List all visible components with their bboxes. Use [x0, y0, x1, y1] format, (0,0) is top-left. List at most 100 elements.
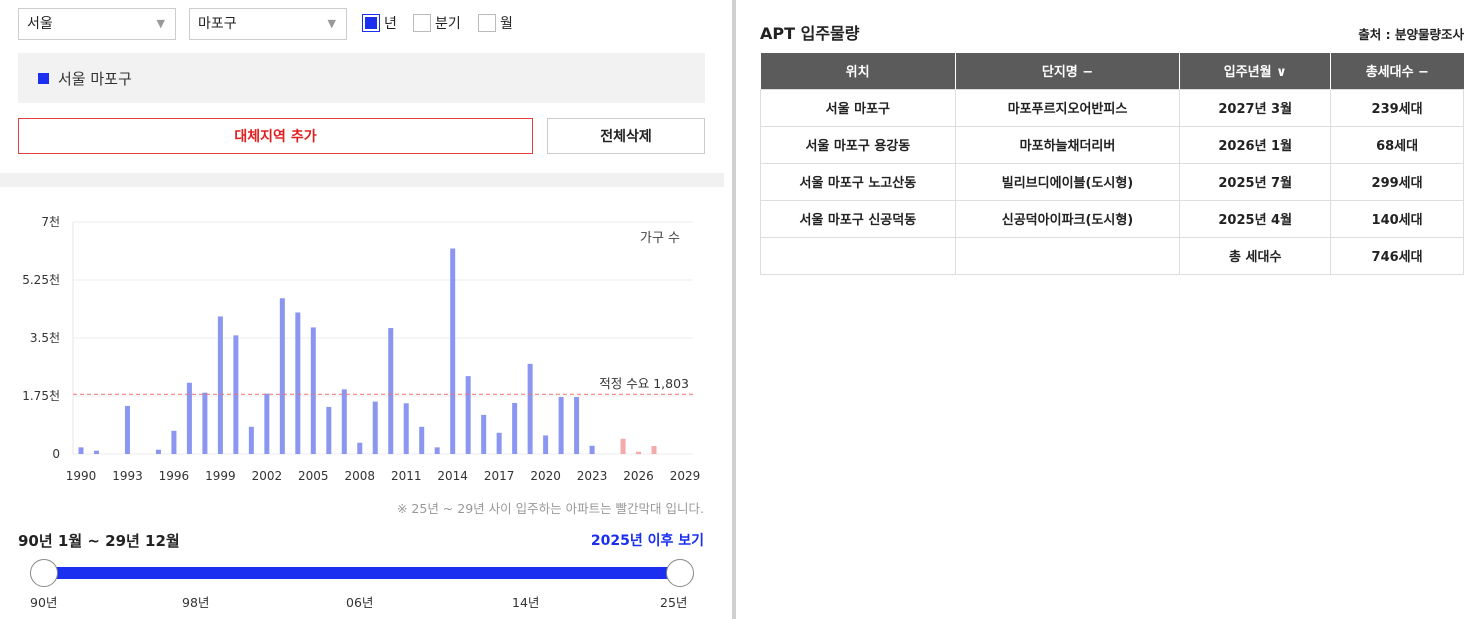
- period-year-option[interactable]: 년: [362, 12, 397, 34]
- range-label: 90년 1월 ~ 29년 12월: [18, 532, 180, 550]
- range-tick: 98년: [182, 595, 210, 610]
- chart-bar: [496, 432, 502, 454]
- delete-all-button[interactable]: 전체삭제: [547, 118, 705, 154]
- x-tick-label: 2011: [391, 469, 422, 483]
- cell-location: 서울 마포구 신공덕동: [760, 199, 956, 238]
- chart-bar: [651, 446, 657, 454]
- chart-bar: [357, 442, 363, 454]
- chart-note: ※ 25년 ~ 29년 사이 입주하는 아파트는 빨간막대 입니다.: [396, 501, 704, 516]
- col-complex-header[interactable]: 단지명 −: [955, 53, 1181, 89]
- x-tick-label: 1990: [66, 469, 97, 483]
- chart-bar: [419, 426, 425, 454]
- cell-location: 서울 마포구 노고산동: [760, 162, 956, 201]
- cell-households: 299세대: [1330, 162, 1464, 201]
- table-header-row: 위치 단지명 − 입주년월 ∨ 총세대수 −: [760, 53, 1464, 89]
- chart-bar: [78, 447, 84, 454]
- x-tick-label: 2017: [484, 469, 515, 483]
- cell-households: 140세대: [1330, 199, 1464, 238]
- cell-households: 68세대: [1330, 125, 1464, 164]
- col-move-in-header[interactable]: 입주년월 ∨: [1179, 53, 1332, 89]
- cell-complex: 마포하늘채더리버: [954, 125, 1181, 164]
- chart-bar: [388, 328, 394, 454]
- chart-bar: [450, 248, 456, 454]
- col-location-header: 위치: [760, 53, 956, 89]
- supply-table: 위치 단지명 − 입주년월 ∨ 총세대수 − 서울 마포구 마포푸르지오어반피스…: [760, 53, 1464, 275]
- chevron-down-icon: ▼: [156, 17, 165, 30]
- reference-line-label: 적정 수요 1,803: [599, 376, 689, 391]
- table-total-row: 총 세대수 746세대: [760, 236, 1464, 275]
- period-month-option[interactable]: 월: [478, 12, 513, 34]
- period-year-label: 년: [384, 16, 397, 32]
- region-color-swatch: [38, 72, 49, 84]
- chart-bar: [326, 406, 332, 454]
- x-tick-label: 2023: [577, 469, 608, 483]
- x-tick-label: 1993: [112, 469, 143, 483]
- col-households-header[interactable]: 총세대수 −: [1330, 53, 1464, 89]
- period-month-label: 월: [500, 16, 513, 32]
- section-divider: [0, 173, 724, 187]
- cell-move-in: 2025년 4월: [1179, 199, 1332, 238]
- range-tick: 14년: [512, 595, 540, 610]
- range-tick: 90년: [30, 595, 58, 610]
- selected-region-label: 서울 마포구: [58, 69, 132, 88]
- chart-bar: [186, 382, 192, 454]
- range-tick: 06년: [346, 595, 374, 610]
- chart-bar: [481, 414, 487, 454]
- chart-bar: [543, 435, 549, 454]
- chart-bar: [434, 447, 440, 454]
- y-tick-label: 5.25천: [22, 272, 60, 287]
- range-slider-end-handle[interactable]: [666, 559, 694, 587]
- period-quarter-option[interactable]: 분기: [413, 12, 461, 34]
- table-row: 서울 마포구 노고산동 빌리브디에이블(도시형) 2025년 7월 299세대: [760, 162, 1464, 201]
- y-tick-label: 7천: [41, 214, 60, 229]
- chart-bar: [264, 393, 270, 454]
- chart-bar: [279, 298, 285, 454]
- after-2025-link[interactable]: 2025년 이후 보기: [590, 533, 704, 549]
- x-tick-label: 2029: [670, 469, 701, 483]
- x-tick-label: 2005: [298, 469, 329, 483]
- cell-empty: [954, 236, 1181, 275]
- chart-bar: [341, 389, 347, 454]
- district-select[interactable]: 마포구 ▼: [189, 8, 347, 40]
- period-month-checkbox[interactable]: [478, 14, 496, 32]
- chart-bar: [527, 363, 533, 454]
- chart-bar: [558, 396, 564, 454]
- chart-bar: [636, 451, 642, 454]
- chart-bar: [589, 445, 595, 454]
- selected-region-box: 서울 마포구: [18, 53, 705, 103]
- cell-total-value: 746세대: [1330, 236, 1464, 275]
- chart-bar: [295, 312, 301, 454]
- range-slider-track[interactable]: [44, 567, 680, 579]
- y-tick-label: 3.5천: [30, 330, 60, 345]
- chart-bar: [202, 392, 208, 454]
- cell-total-label: 총 세대수: [1179, 236, 1332, 275]
- period-quarter-checkbox[interactable]: [413, 14, 431, 32]
- table-row: 서울 마포구 용강동 마포하늘채더리버 2026년 1월 68세대: [760, 125, 1464, 164]
- x-tick-label: 2026: [623, 469, 654, 483]
- chart-bar: [93, 450, 99, 454]
- x-tick-label: 2020: [530, 469, 561, 483]
- x-tick-label: 1996: [159, 469, 190, 483]
- x-tick-label: 2002: [252, 469, 283, 483]
- city-select[interactable]: 서울 ▼: [18, 8, 176, 40]
- district-select-value: 마포구: [198, 16, 237, 32]
- chart-bar: [155, 449, 161, 454]
- cell-complex: 빌리브디에이블(도시형): [954, 162, 1181, 201]
- chart-bar: [310, 327, 316, 454]
- cell-location: 서울 마포구: [760, 88, 956, 127]
- cell-location: 서울 마포구 용강동: [760, 125, 956, 164]
- x-tick-label: 1999: [205, 469, 236, 483]
- period-year-checkbox[interactable]: [362, 14, 380, 32]
- panel-divider: [732, 0, 736, 619]
- add-alt-region-button[interactable]: 대체지역 추가: [18, 118, 533, 154]
- chart-bar: [248, 426, 254, 454]
- cell-move-in: 2025년 7월: [1179, 162, 1332, 201]
- range-slider-start-handle[interactable]: [30, 559, 58, 587]
- chart-bar: [171, 430, 177, 454]
- cell-households: 239세대: [1330, 88, 1464, 127]
- series-label: 가구 수: [640, 231, 680, 246]
- y-tick-label: 0: [52, 447, 60, 461]
